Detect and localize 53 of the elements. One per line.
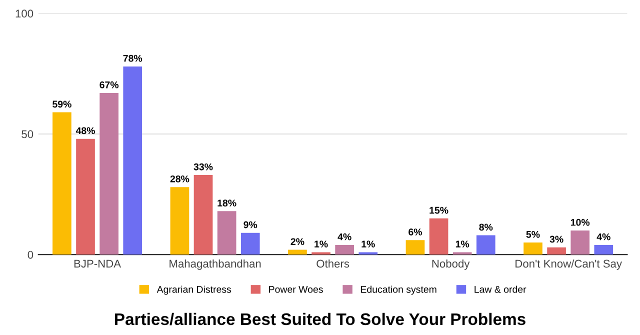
bar bbox=[335, 244, 354, 255]
data-label: 33% bbox=[194, 163, 213, 170]
data-label: 1% bbox=[362, 240, 375, 248]
bar bbox=[217, 211, 236, 255]
legend-label: Education system bbox=[360, 286, 436, 295]
bar bbox=[100, 92, 118, 255]
data-label: 8% bbox=[479, 224, 493, 231]
x-tick-label: Nobody bbox=[432, 259, 470, 270]
legend-label: Law & order bbox=[474, 286, 526, 293]
bar bbox=[194, 175, 213, 255]
bar bbox=[170, 187, 190, 255]
data-label: 78% bbox=[123, 54, 142, 62]
x-tick-label: Others bbox=[316, 259, 350, 268]
bar bbox=[288, 250, 307, 255]
data-label: 6% bbox=[408, 228, 422, 236]
data-label: 2% bbox=[290, 238, 304, 246]
data-label: 10% bbox=[570, 218, 590, 226]
data-label: 9% bbox=[244, 221, 258, 228]
data-label: 4% bbox=[338, 233, 352, 240]
data-label: 5% bbox=[526, 230, 540, 238]
x-tick-label: Mahagathbandhan bbox=[170, 259, 261, 270]
bar bbox=[52, 112, 72, 255]
text: Parties/alliance Best Suited To Solve Your Problems bbox=[115, 312, 526, 326]
bar bbox=[240, 232, 260, 255]
data-label: 18% bbox=[218, 200, 236, 206]
bar bbox=[358, 252, 378, 255]
legend-label: Agrarian Distress bbox=[156, 286, 232, 295]
y-tick-label: 0 bbox=[28, 250, 34, 259]
data-label: 28% bbox=[170, 175, 190, 182]
data-label: 59% bbox=[52, 100, 72, 108]
y-tick-label: 100 bbox=[16, 10, 34, 18]
bar bbox=[524, 242, 542, 255]
x-tick-label: BJP-NDA bbox=[74, 260, 122, 268]
x-tick-label: Don't Know/Can't Say bbox=[516, 259, 622, 270]
bar bbox=[594, 244, 614, 255]
bar bbox=[76, 138, 95, 255]
bar bbox=[429, 218, 448, 255]
legend-label: Power Woes bbox=[269, 286, 323, 293]
bar bbox=[123, 66, 142, 255]
bar bbox=[312, 252, 330, 255]
bar bbox=[476, 235, 496, 255]
bar bbox=[452, 252, 472, 255]
data-label: 15% bbox=[430, 206, 448, 214]
data-label: 3% bbox=[550, 236, 564, 243]
bar bbox=[406, 240, 425, 255]
bar bbox=[570, 230, 590, 255]
data-label: 48% bbox=[76, 127, 95, 134]
data-label: 1% bbox=[314, 240, 328, 248]
data-label: 4% bbox=[596, 233, 610, 240]
data-label: 1% bbox=[456, 240, 470, 248]
bar bbox=[547, 247, 566, 255]
y-tick-label: 50 bbox=[22, 130, 34, 138]
data-label: 67% bbox=[100, 81, 119, 88]
